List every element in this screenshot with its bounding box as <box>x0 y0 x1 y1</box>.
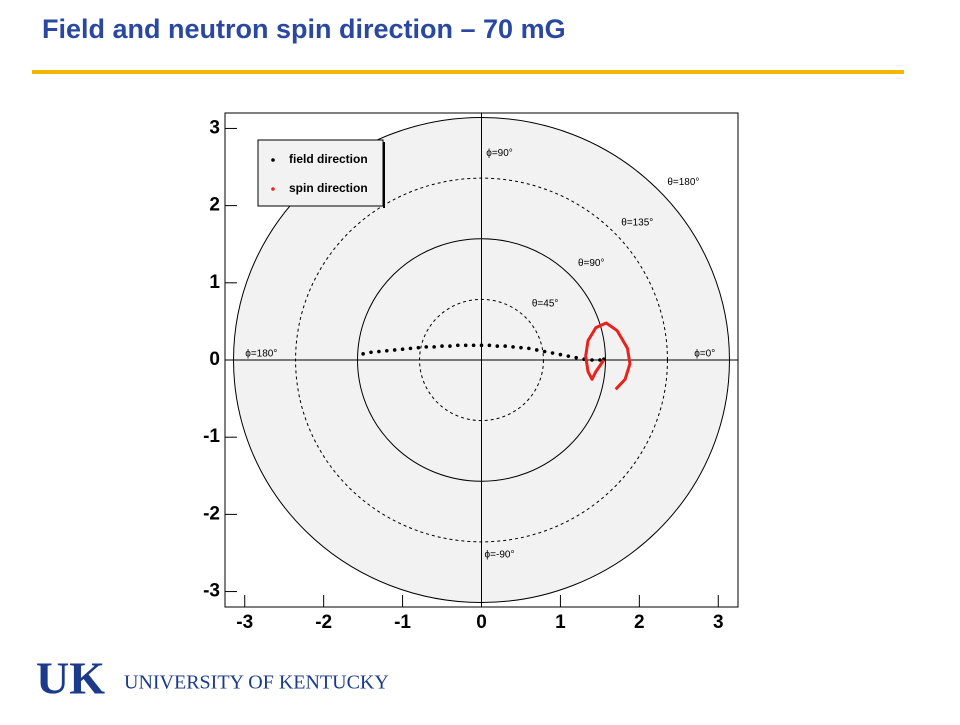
phi-label: ϕ=-90° <box>485 549 515 560</box>
x-tick-label: -3 <box>236 612 253 633</box>
field-point <box>416 345 421 350</box>
x-tick-label: 3 <box>713 612 724 633</box>
phi-label: ϕ=90° <box>486 148 513 159</box>
field-point <box>432 345 436 349</box>
y-tick-label: 2 <box>209 195 220 216</box>
x-tick-label: -1 <box>394 612 411 633</box>
field-point <box>471 343 476 348</box>
slide-title: Field and neutron spin direction – 70 mG <box>42 14 566 44</box>
field-point <box>448 344 452 348</box>
x-tick-label: 0 <box>476 612 487 633</box>
legend-marker <box>271 187 275 191</box>
field-point <box>408 346 413 351</box>
field-point <box>400 347 405 351</box>
field-point <box>487 343 492 348</box>
legend-label: spin direction <box>289 181 368 195</box>
field-point <box>527 346 531 351</box>
y-tick-label: 3 <box>209 117 220 138</box>
x-tick-label: -2 <box>315 612 332 633</box>
field-point <box>377 349 381 354</box>
theta-label: θ=45° <box>532 299 559 310</box>
y-tick-label: 0 <box>209 349 220 370</box>
legend-label: field direction <box>289 152 368 166</box>
phi-label: ϕ=0° <box>694 349 715 360</box>
field-point <box>574 355 579 360</box>
theta-label: θ=90° <box>578 258 605 269</box>
field-point <box>495 344 500 348</box>
field-point <box>534 348 539 352</box>
y-tick-label: -3 <box>203 581 220 602</box>
field-point <box>566 354 571 358</box>
field-point <box>456 343 460 348</box>
field-point <box>542 349 547 354</box>
field-point <box>361 352 365 356</box>
field-point <box>479 343 484 348</box>
y-tick-label: -2 <box>203 503 220 524</box>
y-tick-label: 1 <box>209 272 220 293</box>
theta-label: θ=180° <box>667 177 699 188</box>
field-point <box>590 358 594 362</box>
field-point <box>463 343 468 348</box>
field-point <box>424 345 429 349</box>
field-point <box>558 352 563 357</box>
x-tick-label: 1 <box>555 612 566 633</box>
field-point <box>503 344 507 348</box>
logo-text: UNIVERSITY OF KENTUCKY <box>124 672 389 694</box>
legend-shadow <box>383 142 385 208</box>
title-rule <box>32 70 904 74</box>
field-point <box>519 345 523 350</box>
spin-line <box>584 321 632 391</box>
x-tick-label: 2 <box>634 612 645 633</box>
field-point <box>598 358 602 362</box>
y-tick-label: -1 <box>203 426 220 447</box>
phi-label: ϕ=180° <box>245 349 277 360</box>
field-point <box>511 345 515 349</box>
field-point <box>384 348 389 353</box>
field-point <box>550 351 555 355</box>
legend-marker <box>271 158 275 162</box>
field-point <box>440 344 444 348</box>
field-point <box>369 350 373 355</box>
legend-box <box>257 139 384 207</box>
theta-label: θ=135° <box>621 217 653 228</box>
field-point <box>392 348 397 352</box>
logo: UK UNIVERSITY OF KENTUCKY <box>36 653 389 704</box>
logo-mark: UK <box>36 653 105 704</box>
